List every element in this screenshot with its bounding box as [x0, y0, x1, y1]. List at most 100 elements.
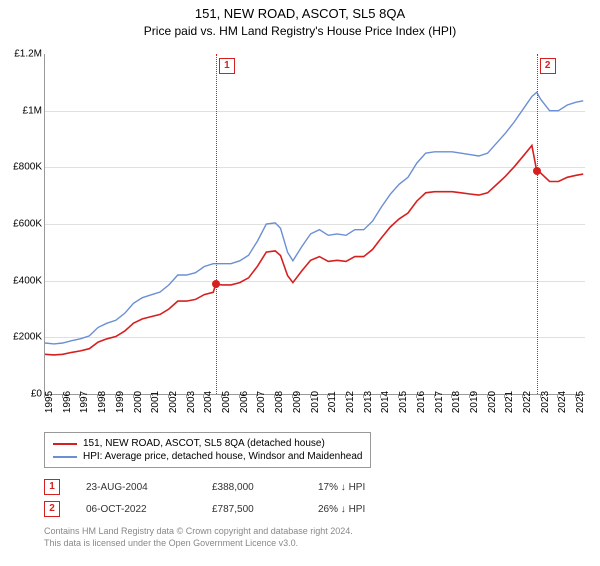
x-tick-label: 2018: [451, 391, 462, 413]
legend-label: HPI: Average price, detached house, Wind…: [83, 451, 362, 462]
x-tick-label: 2006: [239, 391, 250, 413]
x-tick: [256, 394, 257, 398]
x-tick: [398, 394, 399, 398]
x-tick-label: 1996: [62, 391, 73, 413]
chart-area: 12 £0£200K£400K£600K£800K£1M£1.2M1995199…: [44, 54, 584, 394]
x-tick-label: 2003: [186, 391, 197, 413]
sale-row: 2 06-OCT-2022 £787,500 26% ↓ HPI: [44, 498, 398, 520]
x-tick: [345, 394, 346, 398]
page-title: 151, NEW ROAD, ASCOT, SL5 8QA: [0, 6, 600, 21]
x-tick-label: 1999: [115, 391, 126, 413]
x-tick-label: 2016: [416, 391, 427, 413]
x-tick-label: 2017: [434, 391, 445, 413]
y-tick-label: £1M: [2, 105, 42, 116]
footer-line-2: This data is licensed under the Open Gov…: [44, 538, 353, 550]
sales-table: 1 23-AUG-2004 £388,000 17% ↓ HPI 2 06-OCT-202…: [44, 476, 398, 520]
x-tick: [115, 394, 116, 398]
x-tick-label: 2023: [540, 391, 551, 413]
legend-item: 151, NEW ROAD, ASCOT, SL5 8QA (detached …: [53, 437, 362, 450]
x-tick-label: 1995: [44, 391, 55, 413]
x-tick-label: 1998: [97, 391, 108, 413]
sale-marker: [212, 280, 220, 288]
x-tick-label: 2015: [398, 391, 409, 413]
x-tick-label: 2012: [345, 391, 356, 413]
x-tick: [221, 394, 222, 398]
x-tick: [434, 394, 435, 398]
x-tick: [451, 394, 452, 398]
legend-label: 151, NEW ROAD, ASCOT, SL5 8QA (detached …: [83, 438, 325, 449]
x-tick-label: 2024: [557, 391, 568, 413]
x-tick-label: 2008: [274, 391, 285, 413]
sale-date: 06-OCT-2022: [86, 504, 186, 515]
x-tick: [540, 394, 541, 398]
x-tick: [79, 394, 80, 398]
y-tick-label: £200K: [2, 332, 42, 343]
x-tick: [416, 394, 417, 398]
chart-container: 151, NEW ROAD, ASCOT, SL5 8QA Price paid…: [0, 6, 600, 566]
x-tick: [133, 394, 134, 398]
x-tick-label: 2021: [504, 391, 515, 413]
sale-date: 23-AUG-2004: [86, 482, 186, 493]
x-tick: [44, 394, 45, 398]
sale-diff: 17% ↓ HPI: [318, 482, 398, 493]
x-tick-label: 2001: [150, 391, 161, 413]
x-tick-label: 2022: [522, 391, 533, 413]
y-tick-label: £1.2M: [2, 49, 42, 60]
x-tick-label: 2005: [221, 391, 232, 413]
footer-line-1: Contains HM Land Registry data © Crown c…: [44, 526, 353, 538]
x-tick: [186, 394, 187, 398]
x-tick: [97, 394, 98, 398]
x-tick: [292, 394, 293, 398]
x-tick: [62, 394, 63, 398]
x-tick: [380, 394, 381, 398]
legend-item: HPI: Average price, detached house, Wind…: [53, 450, 362, 463]
y-tick-label: £600K: [2, 219, 42, 230]
y-tick-label: £400K: [2, 275, 42, 286]
x-tick-label: 2025: [575, 391, 586, 413]
legend-swatch: [53, 456, 77, 458]
x-tick-label: 2011: [327, 391, 338, 413]
x-tick: [310, 394, 311, 398]
x-tick: [575, 394, 576, 398]
sale-number-box: 1: [44, 479, 60, 495]
x-tick: [150, 394, 151, 398]
x-tick: [168, 394, 169, 398]
sale-marker: [533, 167, 541, 175]
x-tick-label: 2014: [380, 391, 391, 413]
x-tick-label: 2013: [363, 391, 374, 413]
sale-callout: 2: [540, 58, 556, 74]
x-tick-label: 2020: [487, 391, 498, 413]
x-tick: [504, 394, 505, 398]
x-tick-label: 2000: [133, 391, 144, 413]
x-tick: [469, 394, 470, 398]
x-tick-label: 2007: [256, 391, 267, 413]
x-tick-label: 2010: [310, 391, 321, 413]
y-tick-label: £0: [2, 389, 42, 400]
x-tick: [239, 394, 240, 398]
plot-region: 12: [44, 54, 585, 395]
x-tick-label: 2009: [292, 391, 303, 413]
x-tick: [557, 394, 558, 398]
sale-vline: [216, 54, 217, 394]
x-tick: [203, 394, 204, 398]
footer-attribution: Contains HM Land Registry data © Crown c…: [44, 526, 353, 549]
sale-row: 1 23-AUG-2004 £388,000 17% ↓ HPI: [44, 476, 398, 498]
x-tick: [522, 394, 523, 398]
x-tick: [363, 394, 364, 398]
sale-number-box: 2: [44, 501, 60, 517]
series-hpi: [45, 92, 583, 344]
page-subtitle: Price paid vs. HM Land Registry's House …: [0, 24, 600, 38]
sale-diff: 26% ↓ HPI: [318, 504, 398, 515]
x-tick: [487, 394, 488, 398]
x-tick-label: 1997: [79, 391, 90, 413]
sale-price: £787,500: [212, 504, 292, 515]
y-tick-label: £800K: [2, 162, 42, 173]
x-tick: [327, 394, 328, 398]
sale-vline: [537, 54, 538, 394]
x-tick-label: 2004: [203, 391, 214, 413]
series-svg: [45, 54, 585, 394]
sale-price: £388,000: [212, 482, 292, 493]
x-tick-label: 2019: [469, 391, 480, 413]
series-property: [45, 146, 583, 355]
legend: 151, NEW ROAD, ASCOT, SL5 8QA (detached …: [44, 432, 371, 468]
